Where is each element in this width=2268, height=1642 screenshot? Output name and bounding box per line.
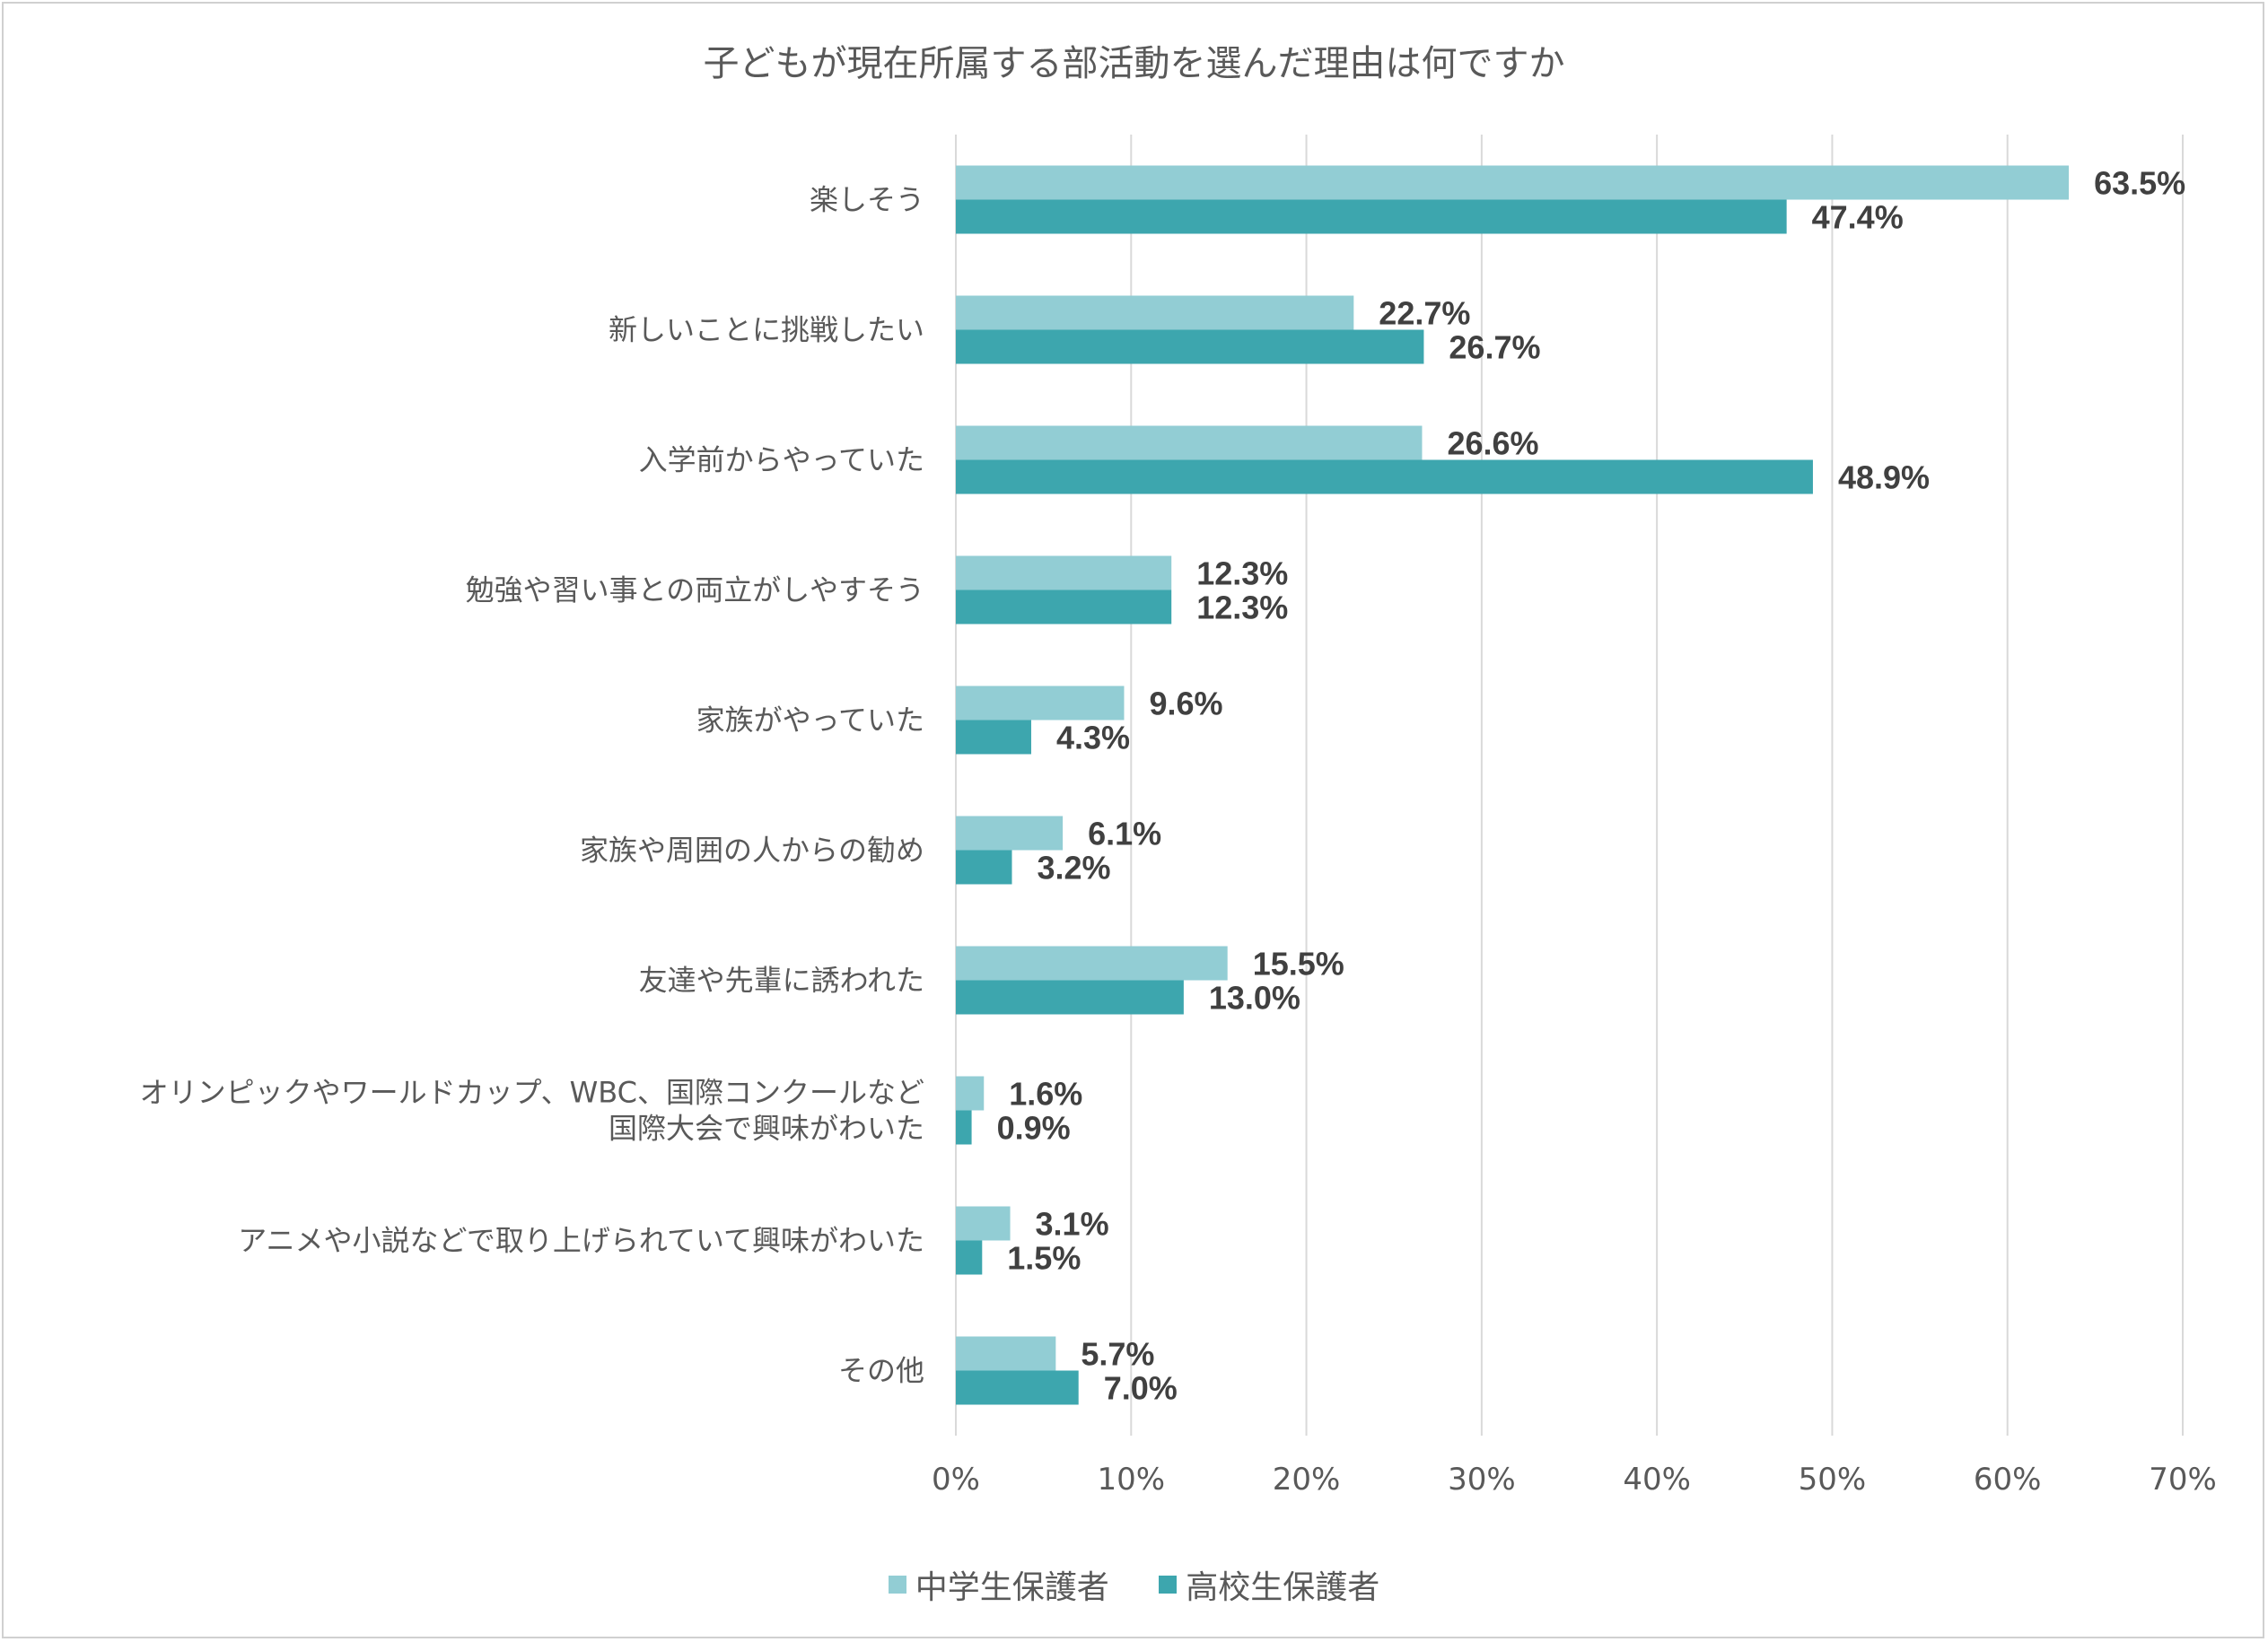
category-label: 家族や周囲の人からの勧め	[580, 834, 924, 868]
bar-junior-high	[956, 295, 1354, 330]
bar-high-school	[956, 1110, 972, 1145]
category-label: 楽しそう	[810, 183, 924, 217]
category-label: 新しいことに挑戦したい	[609, 313, 924, 347]
bar-high-school	[956, 590, 1172, 624]
bar-high-school	[956, 720, 1031, 755]
bar-junior-high	[956, 165, 2070, 200]
data-label: 6.1%	[1088, 816, 1161, 852]
data-label: 1.5%	[1007, 1240, 1081, 1277]
data-label: 4.3%	[1056, 720, 1130, 756]
bar-high-school	[956, 1240, 983, 1275]
bar-high-school	[956, 329, 1424, 364]
bar-junior-high	[956, 686, 1125, 721]
x-tick-label: 0%	[932, 1462, 980, 1498]
bar-junior-high	[956, 1076, 985, 1111]
x-tick-label: 60%	[1974, 1462, 2042, 1498]
data-label: 9.6%	[1149, 686, 1222, 722]
bar-junior-high	[956, 946, 1228, 981]
data-label: 48.9%	[1838, 459, 1930, 496]
bar-junior-high	[956, 816, 1064, 851]
category-label: 友達や先輩に誘われた	[639, 964, 924, 998]
data-label: 26.7%	[1449, 329, 1540, 366]
data-label: 12.3%	[1196, 590, 1288, 626]
category-label: その他	[838, 1354, 924, 1388]
bar-high-school	[956, 1370, 1079, 1405]
data-label: 3.1%	[1036, 1206, 1109, 1243]
data-label: 12.3%	[1196, 555, 1288, 592]
data-label: 63.5%	[2094, 165, 2185, 202]
bar-junior-high	[956, 555, 1172, 590]
category-label: オリンピックやワールドカップ、WBC、国際コンクールなど国際大会で興味がわいた	[140, 1076, 924, 1146]
category-label: 入学前からやっていた	[639, 443, 924, 477]
legend-item-high-school: 高校生保護者	[1159, 1561, 1379, 1608]
category-label: 家族がやっていた	[696, 703, 924, 738]
legend-label-high-school: 高校生保護者	[1186, 1569, 1380, 1606]
data-label: 13.0%	[1209, 980, 1300, 1017]
bar-junior-high	[956, 1336, 1056, 1371]
category-label: 勉強や習い事との両立がしやすそう	[466, 573, 924, 607]
data-label: 47.4%	[1812, 199, 1904, 236]
x-tick-label: 50%	[1799, 1462, 1867, 1498]
data-label: 15.5%	[1253, 946, 1344, 983]
legend-swatch-high-school	[1159, 1576, 1178, 1594]
bar-junior-high	[956, 425, 1423, 460]
category-label: アニメや小説などで取り上げられていて興味がわいた	[238, 1224, 924, 1258]
legend: 中学生保護者 高校生保護者	[0, 1561, 2268, 1608]
bar-high-school	[956, 459, 1813, 494]
legend-label-junior-high: 中学生保護者	[915, 1569, 1109, 1606]
legend-item-junior-high: 中学生保護者	[888, 1561, 1109, 1608]
x-tick-label: 20%	[1273, 1462, 1341, 1498]
data-label: 7.0%	[1104, 1370, 1178, 1407]
data-label: 22.7%	[1379, 295, 1470, 332]
chart-title: 子どもが現在所属する部活動を選んだ理由は何ですか	[703, 43, 1565, 84]
bar-high-school	[956, 199, 1787, 234]
data-label: 5.7%	[1081, 1336, 1154, 1373]
x-tick-label: 40%	[1623, 1462, 1691, 1498]
legend-swatch-junior-high	[888, 1576, 906, 1594]
data-label: 3.2%	[1037, 850, 1110, 887]
data-label: 0.9%	[997, 1110, 1071, 1147]
bar-high-school	[956, 850, 1012, 885]
data-label: 1.6%	[1009, 1076, 1082, 1113]
bar-high-school	[956, 980, 1184, 1015]
bar-junior-high	[956, 1206, 1011, 1241]
x-tick-label: 10%	[1097, 1462, 1165, 1498]
data-label: 26.6%	[1447, 425, 1538, 462]
x-tick-label: 70%	[2149, 1462, 2217, 1498]
x-tick-label: 30%	[1448, 1462, 1516, 1498]
